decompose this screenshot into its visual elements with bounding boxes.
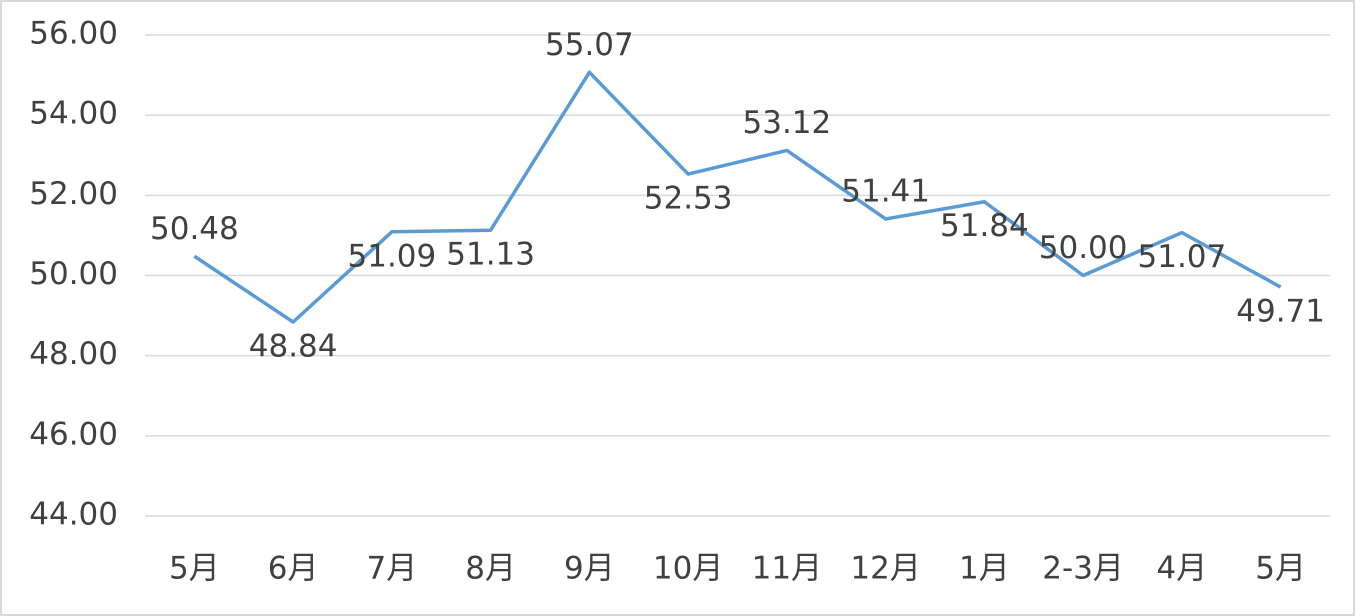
data-label: 53.12: [743, 105, 832, 141]
line-series: [193, 70, 1282, 324]
data-label: 55.07: [545, 27, 634, 63]
x-tick-label: 7月: [367, 551, 418, 587]
y-tick-label: 48.00: [29, 336, 118, 372]
y-tick-label: 52.00: [29, 176, 118, 212]
x-tick-label: 5月: [1255, 551, 1306, 587]
data-label: 51.07: [1138, 239, 1227, 275]
data-label: 51.09: [348, 238, 437, 274]
data-label: 50.00: [1039, 230, 1128, 266]
x-tick-label: 4月: [1157, 551, 1208, 587]
data-label: 48.84: [249, 328, 338, 364]
data-label: 51.84: [940, 208, 1029, 244]
data-label: 50.48: [150, 211, 239, 247]
x-tick-label: 6月: [268, 551, 319, 587]
y-tick-label: 44.00: [29, 497, 118, 533]
y-tick-label: 46.00: [29, 416, 118, 452]
data-label: 51.41: [841, 173, 930, 209]
y-tick-label: 54.00: [29, 96, 118, 132]
x-tick-label: 9月: [564, 551, 615, 587]
data-label: 49.71: [1236, 294, 1325, 330]
x-tick-label: 8月: [465, 551, 516, 587]
data-label: 51.13: [446, 237, 535, 273]
x-tick-label: 1月: [959, 551, 1010, 587]
x-tick-label: 12月: [850, 551, 920, 587]
x-tick-label: 11月: [752, 551, 822, 587]
x-tick-label: 5月: [169, 551, 220, 587]
x-tick-label: 2-3月: [1042, 551, 1124, 587]
x-tick-label: 10月: [653, 551, 723, 587]
y-tick-label: 50.00: [29, 256, 118, 292]
data-label: 52.53: [644, 181, 733, 217]
y-tick-label: 56.00: [29, 16, 118, 52]
